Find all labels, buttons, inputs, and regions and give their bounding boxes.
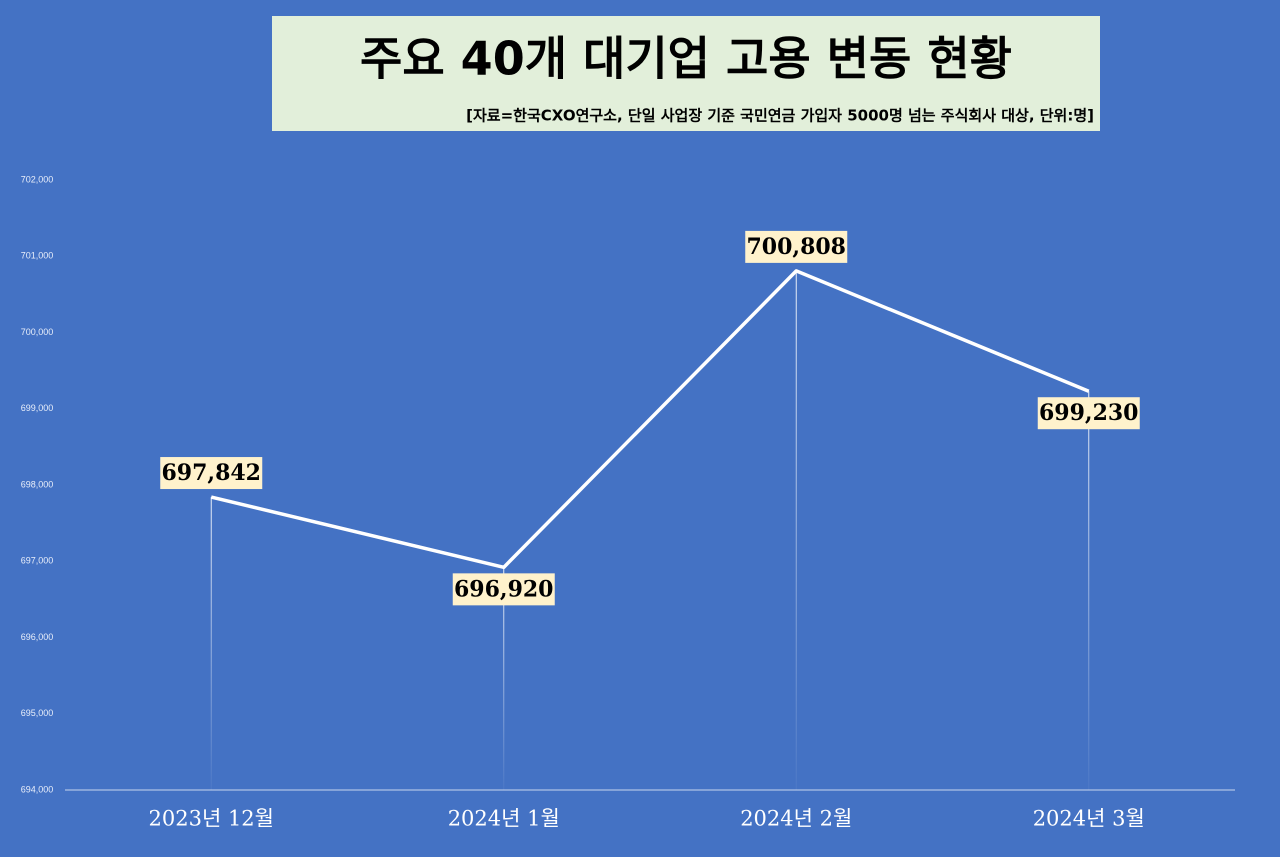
value-label: 697,842 bbox=[161, 460, 261, 486]
y-tick-label: 701,000 bbox=[21, 251, 54, 261]
value-label-box bbox=[452, 573, 555, 606]
value-label: 700,808 bbox=[746, 234, 846, 260]
line bbox=[210, 269, 1090, 570]
drop-line bbox=[503, 567, 505, 790]
y-tick-label: 702,000 bbox=[21, 174, 54, 184]
chart-subtitle: [자료=한국CXO연구소, 단일 사업장 기준 국민연금 가입자 5000명 넘… bbox=[466, 107, 1094, 125]
drop-line bbox=[795, 270, 797, 790]
value-label-box bbox=[745, 230, 848, 263]
x-tick-label: 2024년 2월 bbox=[740, 807, 852, 831]
x-tick-label: 2024년 3월 bbox=[1033, 807, 1145, 831]
chart-title: 주요 40개 대기업 고용 변동 현황 bbox=[360, 32, 1012, 86]
y-tick-label: 698,000 bbox=[21, 479, 54, 489]
x-tick-label: 2024년 1월 bbox=[448, 807, 560, 831]
y-tick-label: 694,000 bbox=[21, 784, 54, 794]
drop-line bbox=[1088, 391, 1090, 790]
y-tick-label: 695,000 bbox=[21, 708, 54, 718]
value-label-box bbox=[160, 457, 263, 490]
value-label: 696,920 bbox=[454, 576, 554, 602]
y-tick-label: 697,000 bbox=[21, 556, 54, 566]
title-box bbox=[272, 16, 1100, 131]
drop-line bbox=[210, 497, 212, 790]
x-tick-label: 2023년 12월 bbox=[149, 807, 274, 831]
value-label: 699,230 bbox=[1039, 400, 1139, 426]
y-tick-label: 696,000 bbox=[21, 632, 54, 642]
value-label-box bbox=[1037, 397, 1140, 430]
y-tick-label: 700,000 bbox=[21, 327, 54, 337]
y-tick-label: 699,000 bbox=[21, 403, 54, 413]
